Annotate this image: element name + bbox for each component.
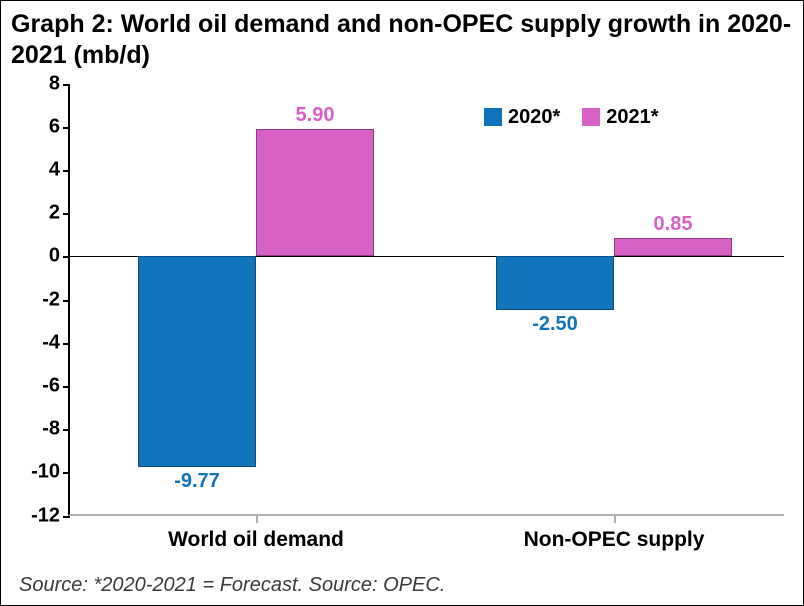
bar-2020-supply — [496, 256, 614, 310]
y-tick-label: -10 — [31, 461, 60, 484]
y-tick-label: 0 — [49, 245, 60, 268]
y-tick-label: -12 — [31, 504, 60, 527]
y-tick-label: 8 — [49, 72, 60, 95]
y-tick-label: -2 — [42, 288, 60, 311]
bar-2020-demand — [138, 256, 256, 467]
plot-wrap: 8 6 4 2 0 -2 -4 -6 -8 -10 -12 — [12, 76, 792, 554]
y-tick-label: 2 — [49, 202, 60, 225]
legend-swatch-2021 — [582, 108, 600, 126]
bar-label: 0.85 — [654, 213, 693, 236]
y-tick — [63, 256, 70, 258]
x-cat-label: Non-OPEC supply — [524, 528, 705, 552]
y-tick — [63, 170, 70, 172]
legend-item-2021: 2021* — [582, 106, 658, 129]
bar-label: 5.90 — [296, 104, 335, 127]
bar-label: -2.50 — [532, 313, 578, 336]
y-tick-label: -4 — [42, 331, 60, 354]
legend-item-2020: 2020* — [484, 106, 560, 129]
x-tick — [614, 516, 616, 523]
y-tick-label: -8 — [42, 418, 60, 441]
y-tick-label: -6 — [42, 374, 60, 397]
y-tick — [63, 127, 70, 129]
bar-label: -9.77 — [174, 470, 220, 493]
chart-title: Graph 2: World oil demand and non-OPEC s… — [11, 9, 793, 72]
y-tick-label: 4 — [49, 158, 60, 181]
y-tick-label: 6 — [49, 115, 60, 138]
chart-container: Graph 2: World oil demand and non-OPEC s… — [0, 0, 804, 606]
plot-area: -9.77 5.90 -2.50 0.85 World oil demand N… — [68, 84, 784, 516]
y-tick — [63, 84, 70, 86]
y-tick — [63, 429, 70, 431]
y-tick — [63, 516, 70, 518]
y-tick — [63, 343, 70, 345]
legend-label: 2021* — [606, 106, 658, 129]
legend: 2020* 2021* — [484, 106, 659, 129]
bar-2021-demand — [256, 129, 374, 256]
source-note: Source: *2020-2021 = Forecast. Source: O… — [19, 574, 445, 597]
x-cat-label: World oil demand — [168, 528, 344, 552]
y-tick — [63, 386, 70, 388]
x-tick — [256, 516, 258, 523]
y-tick — [63, 300, 70, 302]
bar-2021-supply — [614, 238, 732, 256]
legend-swatch-2020 — [484, 108, 502, 126]
y-tick — [63, 472, 70, 474]
y-tick — [63, 213, 70, 215]
legend-label: 2020* — [508, 106, 560, 129]
